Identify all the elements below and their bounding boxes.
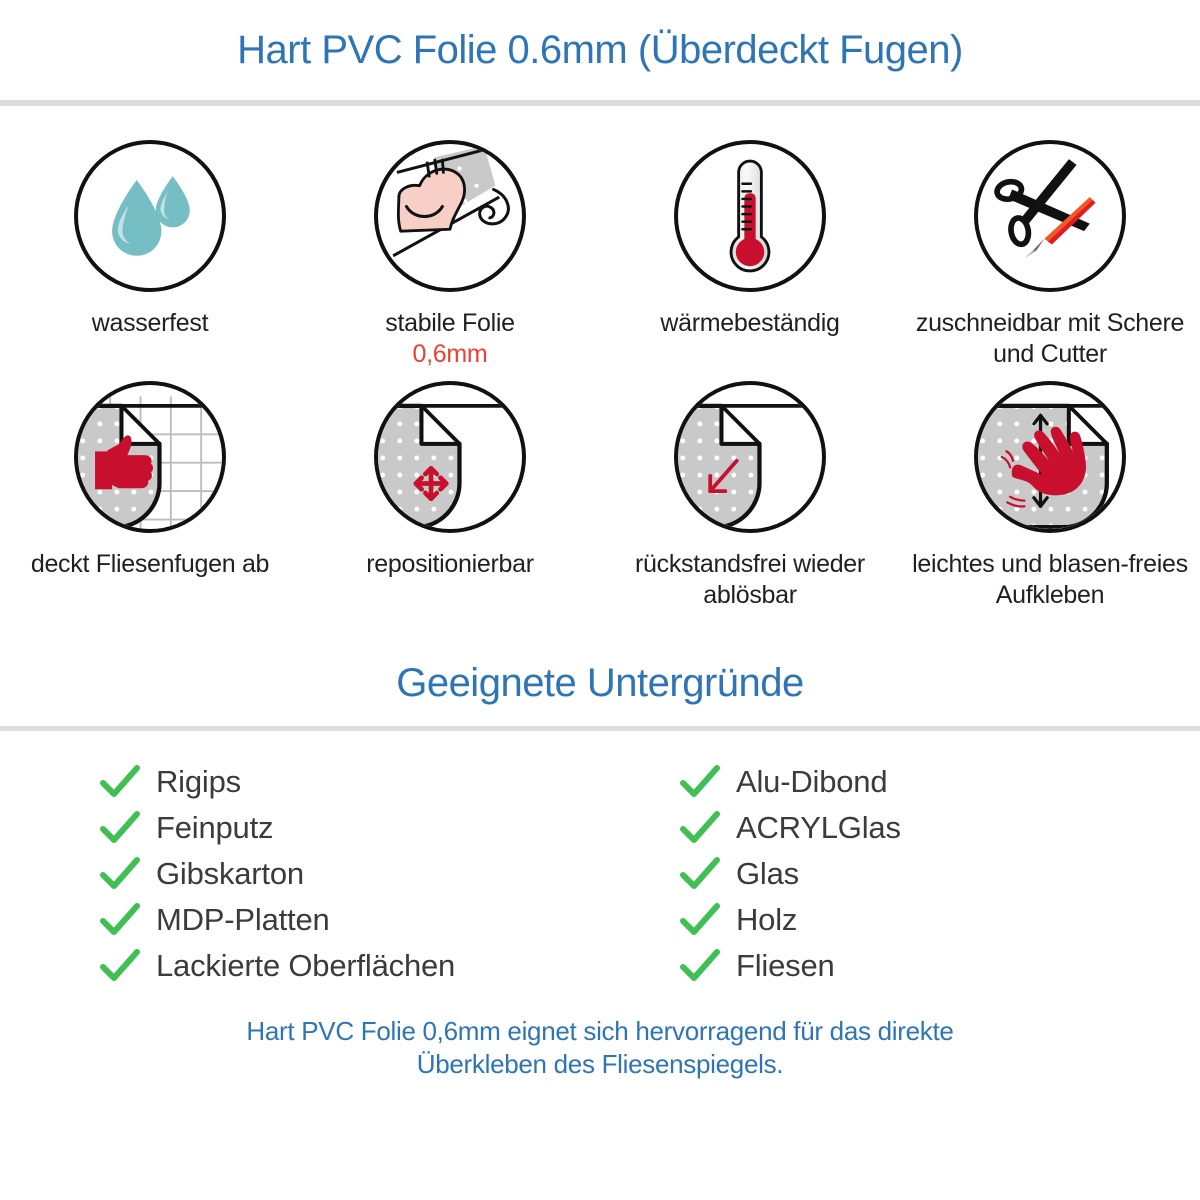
check-icon (100, 811, 140, 843)
check-icon (100, 765, 140, 797)
substrate-list-left: Rigips Feinputz Gibskarton MDP-Platten L… (0, 759, 600, 989)
list-item-label: Glas (736, 856, 799, 891)
substrate-lists: Rigips Feinputz Gibskarton MDP-Platten L… (0, 731, 1200, 989)
feature-deckt-fliesenfugen: deckt Fliesenfugen ab (0, 381, 300, 610)
list-item: Glas (680, 851, 1200, 897)
list-item: Alu-Dibond (680, 759, 1200, 805)
list-item-label: Rigips (156, 764, 241, 799)
feature-waermebestaendig: wärmebeständig (600, 140, 900, 369)
check-icon (680, 949, 720, 981)
peel-arrow-icon (674, 381, 826, 533)
feature-label: deckt Fliesenfugen ab (30, 550, 270, 578)
list-item: Gibskarton (100, 851, 600, 897)
footer-line-1: Hart PVC Folie 0,6mm eignet sich hervorr… (246, 1016, 954, 1046)
list-item-label: Alu-Dibond (736, 764, 888, 799)
feature-label: rückstandsfrei wieder ablösbar (635, 550, 865, 609)
feature-label: wasserfest (91, 309, 209, 337)
page-header: Hart PVC Folie 0.6mm (Überdeckt Fugen) (0, 0, 1200, 100)
flexed-arm-film-icon (374, 140, 526, 292)
feature-caption: leichtes und blasen-freies Aufkleben (910, 549, 1190, 610)
section-header: Geeignete Untergründe (0, 640, 1200, 726)
feature-row-bottom: deckt Fliesenfugen ab (0, 381, 1200, 610)
feature-rueckstandsfrei: rückstandsfrei wieder ablösbar (600, 381, 900, 610)
list-item: Feinputz (100, 805, 600, 851)
feature-caption: rückstandsfrei wieder ablösbar (610, 549, 890, 610)
scissors-cutter-icon (974, 140, 1126, 292)
feature-label: leichtes und blasen-freies Aufkleben (912, 550, 1188, 609)
check-icon (680, 903, 720, 935)
feature-caption: deckt Fliesenfugen ab (30, 549, 270, 580)
list-item-label: Lackierte Oberflächen (156, 948, 456, 983)
header-divider (0, 100, 1200, 106)
feature-label: wärmebeständig (660, 309, 840, 337)
check-icon (100, 903, 140, 935)
list-item-label: ACRYLGlas (736, 810, 901, 845)
footer-note: Hart PVC Folie 0,6mm eignet sich hervorr… (0, 1015, 1200, 1082)
section-divider (0, 726, 1200, 731)
list-item: MDP-Platten (100, 897, 600, 943)
water-drops-icon (74, 140, 226, 292)
check-icon (680, 857, 720, 889)
check-icon (680, 811, 720, 843)
footer-line-2: Überkleben des Fliesenspiegels. (416, 1049, 784, 1080)
check-icon (100, 857, 140, 889)
feature-caption: stabile Folie 0,6mm (385, 308, 515, 369)
feature-blasenfreies-aufkleben: leichtes und blasen-freies Aufkleben (900, 381, 1200, 610)
feature-caption: repositionierbar (366, 549, 534, 580)
feature-repositionierbar: repositionierbar (300, 381, 600, 610)
feature-stabile-folie: stabile Folie 0,6mm (300, 140, 600, 369)
feature-row-top: wasserfest stabile Folie (0, 140, 1200, 369)
four-way-arrow-icon (374, 381, 526, 533)
list-item: Rigips (100, 759, 600, 805)
check-icon (680, 765, 720, 797)
list-item-label: Gibskarton (156, 856, 304, 891)
section-title: Geeignete Untergründe (396, 660, 804, 705)
list-item-label: Holz (736, 902, 798, 937)
hand-smooth-icon (974, 381, 1126, 533)
list-item: Holz (680, 897, 1200, 943)
list-item-label: Fliesen (736, 948, 835, 983)
feature-label: zuschneidbar mit Schere und Cutter (915, 309, 1185, 368)
feature-sublabel: 0,6mm (412, 339, 488, 368)
check-icon (100, 949, 140, 981)
feature-caption: zuschneidbar mit Schere und Cutter (910, 308, 1190, 369)
list-item: Fliesen (680, 943, 1200, 989)
list-item: Lackierte Oberflächen (100, 943, 600, 989)
feature-zuschneidbar: zuschneidbar mit Schere und Cutter (900, 140, 1200, 369)
feature-label: stabile Folie (385, 309, 515, 337)
substrate-list-right: Alu-Dibond ACRYLGlas Glas Holz Fliesen (600, 759, 1200, 989)
list-item-label: MDP-Platten (156, 902, 330, 937)
feature-caption: wärmebeständig (660, 308, 840, 339)
page-title: Hart PVC Folie 0.6mm (Überdeckt Fugen) (237, 27, 963, 72)
list-item: ACRYLGlas (680, 805, 1200, 851)
thumbs-up-tiles-icon (74, 381, 226, 533)
list-item-label: Feinputz (156, 810, 274, 845)
feature-wasserfest: wasserfest (0, 140, 300, 369)
thermometer-icon (674, 140, 826, 292)
feature-caption: wasserfest (91, 308, 209, 339)
feature-label: repositionierbar (366, 550, 534, 578)
